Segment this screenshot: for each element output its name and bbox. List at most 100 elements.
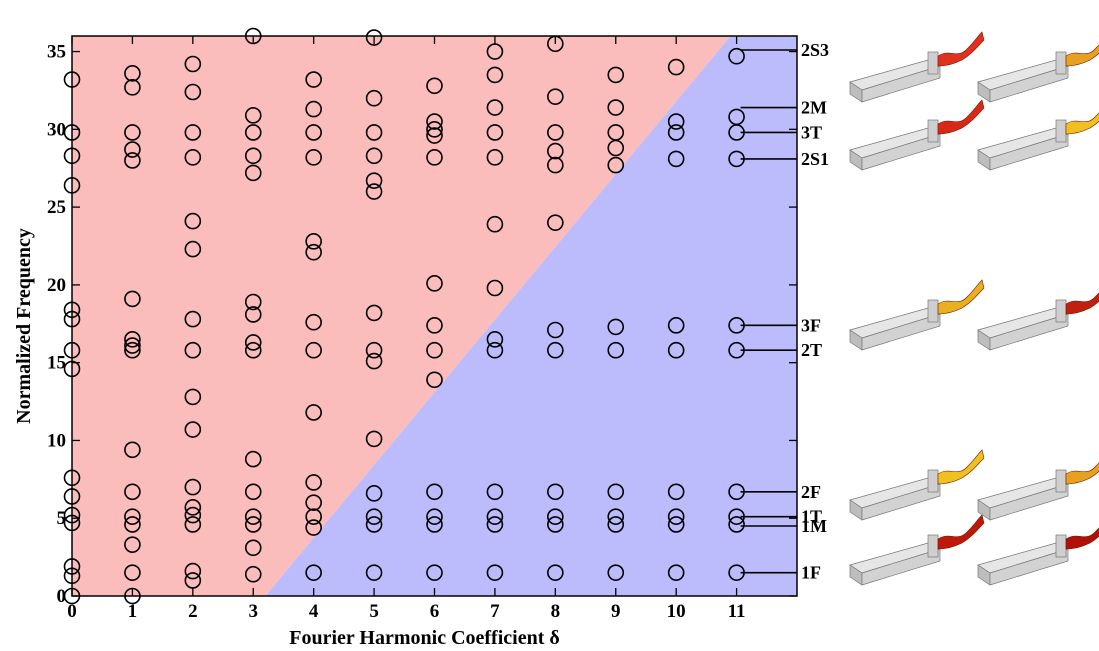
blade-mode-shape-icon: [849, 99, 985, 171]
data-point: [63, 360, 81, 378]
data-point: [124, 65, 141, 82]
data-point: [124, 587, 141, 605]
data-point: [184, 240, 202, 258]
data-point: [63, 506, 81, 524]
data-point: [607, 99, 625, 116]
blade-mode-shape-icon: [977, 462, 1099, 521]
data-point: [184, 499, 202, 516]
axis-ticks: 0 1 2 3 4 5 6 7 8 9 10 11 0 5 10 15 20 25 30 35: [47, 36, 797, 622]
data-point: [426, 564, 443, 581]
data-point: [124, 124, 141, 141]
data-point: [486, 149, 504, 166]
mode-label: 2M: [801, 98, 827, 118]
x-tick-label: 4: [309, 601, 319, 622]
x-tick-label: 10: [667, 601, 686, 622]
data-point: [486, 331, 504, 348]
data-point: [244, 334, 262, 351]
data-point: [426, 275, 443, 292]
data-point: [184, 478, 202, 496]
data-point: [305, 124, 322, 141]
mode-label: 3T: [801, 122, 822, 142]
data-point: [63, 514, 81, 532]
data-point: [184, 506, 202, 524]
data-point: [486, 215, 504, 233]
data-point: [607, 483, 625, 501]
data-point: [305, 313, 322, 331]
data-point: [607, 564, 625, 581]
data-point: [63, 587, 81, 605]
data-point: [184, 212, 202, 230]
data-point: [244, 107, 262, 124]
data-point: [305, 474, 322, 491]
mode-label: 2S1: [801, 149, 829, 169]
x-tick-label: 3: [249, 601, 259, 622]
y-tick-label: 30: [47, 119, 66, 140]
data-point: [244, 164, 262, 182]
lower-right-region: [265, 36, 797, 596]
upper-left-region: [72, 36, 731, 596]
data-point: [547, 341, 564, 359]
data-point: [667, 150, 685, 168]
data-point: [607, 508, 625, 525]
data-point: [244, 483, 262, 501]
data-point: [305, 404, 322, 421]
data-point: [184, 516, 202, 533]
y-tick-label: 0: [57, 586, 67, 607]
data-point: [124, 564, 141, 581]
data-point: [63, 469, 81, 487]
data-point: [124, 331, 141, 348]
data-point: [63, 124, 81, 141]
x-axis-title: Fourier Harmonic Coefficient δ: [289, 627, 560, 649]
data-point: [365, 183, 383, 200]
data-point: [305, 149, 322, 166]
data-point: [365, 304, 383, 322]
data-point: [728, 47, 745, 65]
data-point: [667, 124, 685, 141]
data-point: [426, 341, 443, 359]
data-point: [486, 516, 504, 533]
data-point: [184, 388, 202, 406]
data-point: [305, 519, 322, 536]
data-point: [305, 233, 322, 250]
data-point: [365, 516, 383, 533]
data-point: [124, 536, 141, 553]
data-point: [63, 301, 81, 319]
data-point: [607, 66, 625, 84]
data-point: [486, 564, 504, 581]
y-tick-label: 5: [57, 508, 67, 529]
data-point: [486, 66, 504, 84]
data-point: [607, 318, 625, 336]
data-point: [667, 341, 685, 359]
data-point: [124, 341, 141, 359]
x-tick-label: 8: [551, 601, 561, 622]
data-point: [365, 172, 383, 189]
mode-label: 1M: [801, 516, 827, 536]
data-point: [244, 539, 262, 557]
data-point: [667, 564, 685, 581]
data-point: [63, 147, 81, 165]
blade-mode-shape-icon: [977, 527, 1099, 586]
data-point: [426, 149, 443, 166]
data-point: [547, 142, 564, 160]
data-point: [426, 113, 443, 130]
y-tick-label: 15: [47, 353, 66, 374]
data-point: [305, 508, 322, 525]
mode-label: 3F: [801, 315, 821, 335]
data-point: [486, 279, 504, 297]
data-point: [184, 83, 202, 101]
data-point: [365, 29, 383, 46]
data-point: [728, 516, 745, 533]
data-point: [667, 113, 685, 130]
data-point: [426, 77, 443, 95]
data-point: [426, 121, 443, 138]
data-point: [426, 371, 443, 389]
data-point: [547, 88, 564, 105]
data-point: [547, 483, 564, 501]
x-tick-label: 1: [128, 601, 138, 622]
data-point: [547, 156, 564, 174]
y-tick-label: 20: [47, 275, 66, 296]
data-point: [426, 508, 443, 525]
mode-shape-thumbnails: [849, 31, 1099, 586]
data-point: [547, 124, 564, 141]
data-point: [124, 483, 141, 501]
